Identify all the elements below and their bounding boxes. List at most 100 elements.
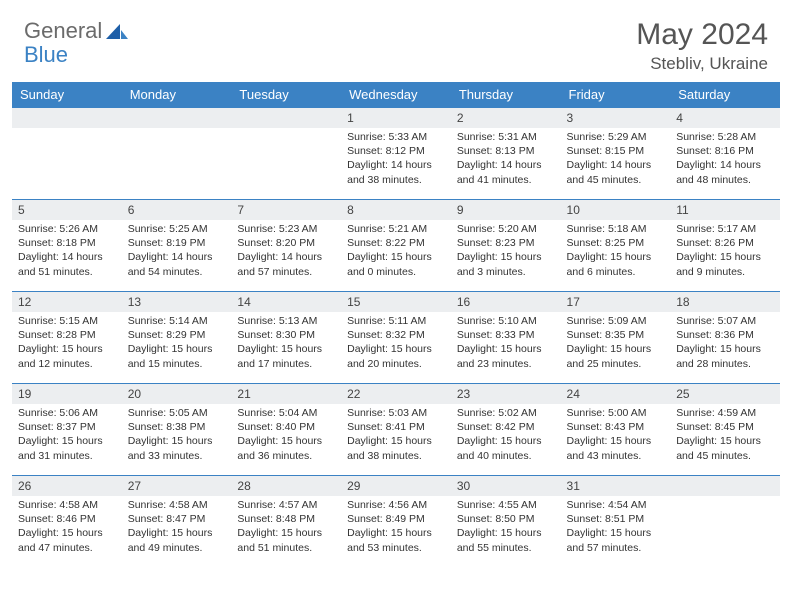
daylight-line: Daylight: 15 hours and 28 minutes. — [676, 343, 761, 369]
day-number: 19 — [12, 384, 122, 404]
day-body: Sunrise: 5:13 AMSunset: 8:30 PMDaylight:… — [231, 312, 341, 375]
sunrise-line: Sunrise: 5:06 AM — [18, 407, 98, 419]
sunrise-line: Sunrise: 5:28 AM — [676, 131, 756, 143]
daylight-line: Daylight: 14 hours and 57 minutes. — [237, 251, 322, 277]
day-cell-empty — [12, 108, 122, 200]
daylight-line: Daylight: 15 hours and 57 minutes. — [567, 527, 652, 553]
day-cell-empty — [670, 476, 780, 568]
sunset-line: Sunset: 8:25 PM — [567, 237, 645, 249]
day-body — [12, 128, 122, 134]
day-number: 25 — [670, 384, 780, 404]
sunrise-line: Sunrise: 5:15 AM — [18, 315, 98, 327]
daylight-line: Daylight: 15 hours and 38 minutes. — [347, 435, 432, 461]
day-cell-6: 6Sunrise: 5:25 AMSunset: 8:19 PMDaylight… — [122, 200, 232, 292]
day-body: Sunrise: 5:23 AMSunset: 8:20 PMDaylight:… — [231, 220, 341, 283]
sunset-line: Sunset: 8:29 PM — [128, 329, 206, 341]
sunset-line: Sunset: 8:15 PM — [567, 145, 645, 157]
day-cell-15: 15Sunrise: 5:11 AMSunset: 8:32 PMDayligh… — [341, 292, 451, 384]
day-body: Sunrise: 5:20 AMSunset: 8:23 PMDaylight:… — [451, 220, 561, 283]
sunset-line: Sunset: 8:46 PM — [18, 513, 96, 525]
title-block: May 2024 Stebliv, Ukraine — [636, 18, 768, 74]
sunset-line: Sunset: 8:35 PM — [567, 329, 645, 341]
sunrise-line: Sunrise: 5:29 AM — [567, 131, 647, 143]
day-number: 24 — [561, 384, 671, 404]
daylight-line: Daylight: 15 hours and 12 minutes. — [18, 343, 103, 369]
day-number: 26 — [12, 476, 122, 496]
sunrise-line: Sunrise: 5:33 AM — [347, 131, 427, 143]
sunset-line: Sunset: 8:12 PM — [347, 145, 425, 157]
day-body: Sunrise: 5:25 AMSunset: 8:19 PMDaylight:… — [122, 220, 232, 283]
calendar-body: 1Sunrise: 5:33 AMSunset: 8:12 PMDaylight… — [12, 108, 780, 568]
daylight-line: Daylight: 15 hours and 23 minutes. — [457, 343, 542, 369]
day-number: 12 — [12, 292, 122, 312]
location: Stebliv, Ukraine — [636, 54, 768, 74]
weekday-sunday: Sunday — [12, 82, 122, 108]
week-row: 19 Sunrise: 5:06 AM Sunset: 8:37 PM Dayligh… — [12, 384, 780, 476]
day-number: 16 — [451, 292, 561, 312]
sunrise-line: Sunrise: 5:23 AM — [237, 223, 317, 235]
day-cell-3: 3Sunrise: 5:29 AMSunset: 8:15 PMDaylight… — [561, 108, 671, 200]
day-body: Sunrise: 5:31 AMSunset: 8:13 PMDaylight:… — [451, 128, 561, 191]
weekday-monday: Monday — [122, 82, 232, 108]
sunset-line: Sunset: 8:40 PM — [237, 421, 315, 433]
day-cell-18: 18Sunrise: 5:07 AMSunset: 8:36 PMDayligh… — [670, 292, 780, 384]
logo: General — [24, 18, 130, 44]
daylight-line: Daylight: 14 hours and 45 minutes. — [567, 159, 652, 185]
day-cell-11: 11Sunrise: 5:17 AMSunset: 8:26 PMDayligh… — [670, 200, 780, 292]
day-number: 8 — [341, 200, 451, 220]
sunrise-line: Sunrise: 5:03 AM — [347, 407, 427, 419]
day-number: 21 — [231, 384, 341, 404]
day-cell-empty — [122, 108, 232, 200]
day-cell-28: 28Sunrise: 4:57 AMSunset: 8:48 PMDayligh… — [231, 476, 341, 568]
daylight-line: Daylight: 15 hours and 55 minutes. — [457, 527, 542, 553]
daylight-line: Daylight: 14 hours and 48 minutes. — [676, 159, 761, 185]
sunrise-line: Sunrise: 5:17 AM — [676, 223, 756, 235]
sunset-line: Sunset: 8:47 PM — [128, 513, 206, 525]
sunset-line: Sunset: 8:33 PM — [457, 329, 535, 341]
sunset-line: Sunset: 8:26 PM — [676, 237, 754, 249]
day-cell-26: 26Sunrise: 4:58 AMSunset: 8:46 PMDayligh… — [12, 476, 122, 568]
day-number: 20 — [122, 384, 232, 404]
daylight-line: Daylight: 15 hours and 43 minutes. — [567, 435, 652, 461]
sunrise-line: Sunrise: 5:11 AM — [347, 315, 426, 327]
day-number: 30 — [451, 476, 561, 496]
day-cell-29: 29Sunrise: 4:56 AMSunset: 8:49 PMDayligh… — [341, 476, 451, 568]
day-cell-13: 13Sunrise: 5:14 AMSunset: 8:29 PMDayligh… — [122, 292, 232, 384]
day-body: Sunrise: 4:54 AMSunset: 8:51 PMDaylight:… — [561, 496, 671, 559]
sunset-line: Sunset: 8:49 PM — [347, 513, 425, 525]
sunrise-line: Sunrise: 5:07 AM — [676, 315, 756, 327]
sunset-line: Sunset: 8:22 PM — [347, 237, 425, 249]
day-number: 6 — [122, 200, 232, 220]
day-cell-7: 7Sunrise: 5:23 AMSunset: 8:20 PMDaylight… — [231, 200, 341, 292]
day-body: Sunrise: 5:28 AMSunset: 8:16 PMDaylight:… — [670, 128, 780, 191]
sunset-line: Sunset: 8:37 PM — [18, 421, 96, 433]
daylight-line: Daylight: 15 hours and 20 minutes. — [347, 343, 432, 369]
sunrise-line: Sunrise: 4:57 AM — [237, 499, 317, 511]
day-cell-22: 22Sunrise: 5:03 AMSunset: 8:41 PMDayligh… — [341, 384, 451, 476]
day-cell-4: 4Sunrise: 5:28 AMSunset: 8:16 PMDaylight… — [670, 108, 780, 200]
month-title: May 2024 — [636, 18, 768, 52]
sunrise-line: Sunrise: 5:02 AM — [457, 407, 537, 419]
daylight-line: Daylight: 15 hours and 0 minutes. — [347, 251, 432, 277]
calendar-wrap: SundayMondayTuesdayWednesdayThursdayFrid… — [0, 82, 792, 568]
day-number: 4 — [670, 108, 780, 128]
sunset-line: Sunset: 8:36 PM — [676, 329, 754, 341]
week-row: 5Sunrise: 5:26 AMSunset: 8:18 PMDaylight… — [12, 200, 780, 292]
day-cell-24: 24Sunrise: 5:00 AMSunset: 8:43 PMDayligh… — [561, 384, 671, 476]
day-body: Sunrise: 4:57 AMSunset: 8:48 PMDaylight:… — [231, 496, 341, 559]
day-number: 9 — [451, 200, 561, 220]
sunrise-line: Sunrise: 5:31 AM — [457, 131, 537, 143]
sunset-line: Sunset: 8:50 PM — [457, 513, 535, 525]
sunrise-line: Sunrise: 4:58 AM — [128, 499, 208, 511]
sunset-line: Sunset: 8:42 PM — [457, 421, 535, 433]
sunset-line: Sunset: 8:18 PM — [18, 237, 96, 249]
sunrise-line: Sunrise: 4:55 AM — [457, 499, 537, 511]
daylight-line: Daylight: 15 hours and 9 minutes. — [676, 251, 761, 277]
day-body: Sunrise: 5:10 AM Sunset: 8:33 PM Daylight:… — [451, 312, 561, 375]
sunrise-line: Sunrise: 5:10 AM — [457, 315, 537, 327]
day-cell-14: 14Sunrise: 5:13 AMSunset: 8:30 PMDayligh… — [231, 292, 341, 384]
day-number: 27 — [122, 476, 232, 496]
daylight-line: Daylight: 14 hours and 38 minutes. — [347, 159, 432, 185]
day-body: Sunrise: 4:58 AMSunset: 8:46 PMDaylight:… — [12, 496, 122, 559]
day-number: 5 — [12, 200, 122, 220]
